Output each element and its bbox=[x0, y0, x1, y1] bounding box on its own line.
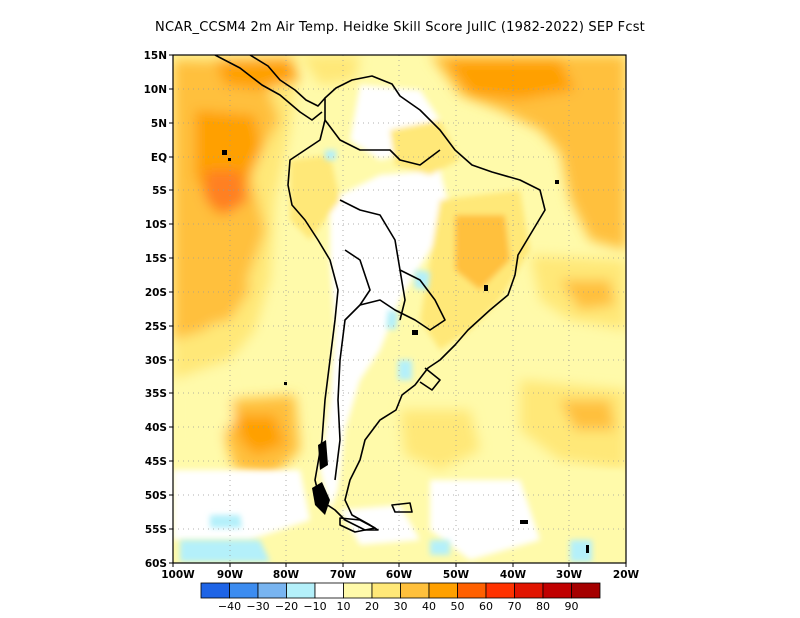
legend-label: −20 bbox=[275, 600, 298, 613]
legend-swatch bbox=[257, 582, 287, 599]
lon-label: 100W bbox=[161, 569, 195, 581]
legend-label: 50 bbox=[451, 600, 465, 613]
legend-swatch bbox=[457, 582, 487, 599]
legend-swatch bbox=[229, 582, 259, 599]
lon-label: 60W bbox=[386, 569, 413, 581]
lat-labels: 15N 10N 5N EQ 5S 10S 15S 20S 25S 30S 35S… bbox=[144, 50, 167, 570]
legend-label: 40 bbox=[422, 600, 436, 613]
legend-label: 20 bbox=[365, 600, 379, 613]
legend-swatch bbox=[542, 582, 572, 599]
legend-swatch bbox=[571, 582, 601, 599]
lon-label: 90W bbox=[217, 569, 244, 581]
lat-label: 5S bbox=[152, 185, 167, 197]
legend-swatch bbox=[514, 582, 544, 599]
legend-label: 30 bbox=[394, 600, 408, 613]
lat-label: 50S bbox=[145, 490, 167, 502]
legend-swatch bbox=[428, 582, 458, 599]
legend-label: −10 bbox=[303, 600, 326, 613]
lat-label: 15S bbox=[145, 253, 167, 265]
lat-label: 20S bbox=[145, 287, 167, 299]
negative-patches bbox=[180, 150, 592, 562]
map-title: NCAR_CCSM4 2m Air Temp. Heidke Skill Sco… bbox=[155, 20, 645, 35]
legend-swatch bbox=[286, 582, 316, 599]
islands bbox=[222, 150, 589, 553]
legend-swatch bbox=[371, 582, 401, 599]
lat-label: EQ bbox=[151, 152, 167, 164]
legend-swatch bbox=[200, 582, 230, 599]
lon-label: 70W bbox=[330, 569, 357, 581]
lat-label: 15N bbox=[144, 50, 167, 62]
lon-label: 50W bbox=[443, 569, 470, 581]
legend-swatch bbox=[400, 582, 430, 599]
lat-label: 60S bbox=[145, 558, 167, 570]
legend-label: −40 bbox=[218, 600, 241, 613]
lon-label: 80W bbox=[273, 569, 300, 581]
coastlines bbox=[214, 55, 546, 533]
color-legend: −40 −30 −20 −10 10 20 30 40 50 60 70 80 90 bbox=[200, 582, 601, 613]
lat-label: 30S bbox=[145, 355, 167, 367]
lat-label: 5N bbox=[151, 118, 167, 130]
lat-label: 10N bbox=[144, 84, 167, 96]
lat-label: 10S bbox=[145, 219, 167, 231]
legend-label: −30 bbox=[246, 600, 269, 613]
lat-label: 55S bbox=[145, 524, 167, 536]
field-shading bbox=[173, 55, 300, 480]
lat-label: 25S bbox=[145, 321, 167, 333]
legend-swatch bbox=[314, 582, 344, 599]
lat-lon-grid bbox=[173, 55, 626, 563]
legend-swatch bbox=[343, 582, 373, 599]
lon-label: 40W bbox=[500, 569, 527, 581]
legend-label: 90 bbox=[565, 600, 579, 613]
lon-labels: 100W 90W 80W 70W 60W 50W 40W 30W 20W bbox=[161, 569, 639, 581]
lat-label: 40S bbox=[145, 422, 167, 434]
legend-label: 70 bbox=[508, 600, 522, 613]
lon-label: 20W bbox=[613, 569, 640, 581]
lon-label: 30W bbox=[556, 569, 583, 581]
legend-label: 10 bbox=[337, 600, 351, 613]
lat-label: 35S bbox=[145, 388, 167, 400]
legend-label: 80 bbox=[536, 600, 550, 613]
legend-label: 60 bbox=[479, 600, 493, 613]
legend-swatch bbox=[485, 582, 515, 599]
lat-label: 45S bbox=[145, 456, 167, 468]
